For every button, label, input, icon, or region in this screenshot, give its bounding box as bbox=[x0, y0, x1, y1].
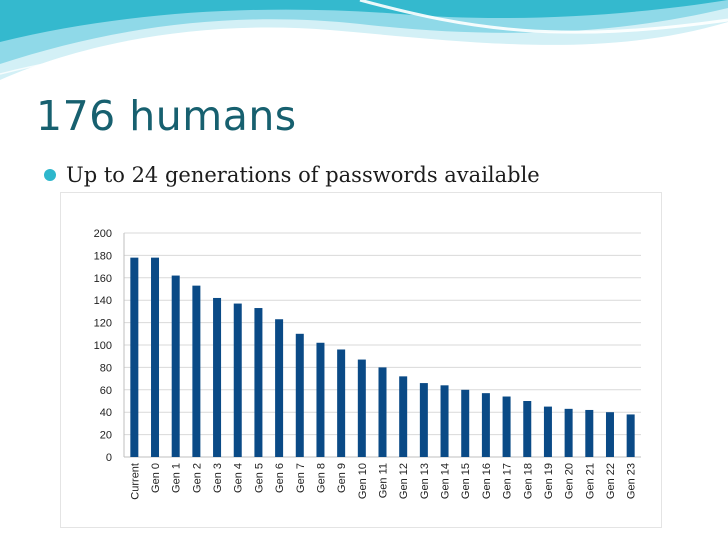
y-tick-label: 160 bbox=[94, 273, 112, 285]
wave-white-streak bbox=[359, 0, 728, 34]
x-tick-label: Gen 4 bbox=[233, 463, 245, 493]
y-tick-label: 80 bbox=[100, 362, 112, 374]
bar bbox=[440, 385, 449, 457]
bar bbox=[626, 414, 635, 457]
bar bbox=[502, 396, 511, 457]
x-tick-label: Gen 5 bbox=[253, 463, 265, 493]
header-wave-decoration bbox=[0, 0, 728, 80]
x-tick-label: Gen 16 bbox=[481, 463, 493, 499]
y-tick-label: 0 bbox=[106, 452, 112, 464]
bar bbox=[295, 333, 304, 457]
x-tick-label: Current bbox=[129, 463, 141, 500]
bullet-text: Up to 24 generations of passwords availa… bbox=[66, 163, 540, 187]
x-tick-label: Gen 19 bbox=[543, 463, 555, 499]
x-tick-label: Gen 6 bbox=[274, 463, 286, 493]
y-tick-label: 180 bbox=[94, 250, 112, 262]
bar bbox=[233, 303, 242, 457]
x-tick-label: Gen 17 bbox=[502, 463, 514, 499]
x-tick-label: Gen 15 bbox=[460, 463, 472, 499]
x-tick-label: Gen 11 bbox=[378, 463, 390, 498]
y-tick-label: 200 bbox=[94, 228, 112, 240]
bar bbox=[213, 297, 222, 457]
y-tick-label: 40 bbox=[100, 407, 112, 419]
wave-dark bbox=[0, 0, 728, 42]
y-tick-label: 60 bbox=[100, 385, 112, 397]
bar bbox=[481, 393, 490, 457]
bar bbox=[523, 401, 532, 457]
bar bbox=[605, 412, 614, 457]
x-tick-label: Gen 9 bbox=[336, 463, 348, 493]
y-tick-label: 120 bbox=[94, 318, 112, 330]
x-tick-label: Gen 14 bbox=[440, 463, 452, 499]
bar bbox=[337, 349, 346, 457]
wave-thin-line bbox=[0, 29, 728, 75]
x-tick-label: Gen 2 bbox=[191, 463, 203, 493]
bar bbox=[171, 275, 180, 457]
chart-frame: 0 20 40 60 80 100 120 140 160 180 200 Current Gen 0 G… bbox=[60, 192, 662, 528]
y-tick-label: 20 bbox=[100, 430, 112, 442]
bar bbox=[419, 383, 428, 457]
x-tick-label: Gen 13 bbox=[419, 463, 431, 499]
bar bbox=[357, 359, 366, 457]
y-tick-label: 100 bbox=[94, 340, 112, 352]
x-tick-label: Gen 12 bbox=[398, 463, 410, 499]
bar bbox=[585, 409, 594, 457]
x-tick-label: Gen 3 bbox=[212, 463, 224, 493]
bar bbox=[192, 285, 201, 457]
x-tick-label: Gen 20 bbox=[564, 463, 576, 499]
bar bbox=[461, 389, 470, 457]
x-tick-label: Gen 8 bbox=[315, 463, 327, 493]
bar bbox=[151, 257, 160, 457]
bar-chart: 0 20 40 60 80 100 120 140 160 180 200 Current Gen 0 G… bbox=[94, 228, 641, 500]
bar bbox=[543, 406, 552, 457]
x-tick-label: Gen 22 bbox=[605, 463, 617, 499]
bar bbox=[316, 342, 325, 457]
x-tick-label: Gen 0 bbox=[150, 463, 162, 493]
x-tick-label: Gen 1 bbox=[171, 463, 183, 493]
x-tick-label: Gen 23 bbox=[626, 463, 638, 499]
x-tick-label: Gen 18 bbox=[522, 463, 534, 499]
bullet-item: Up to 24 generations of passwords availa… bbox=[44, 160, 540, 190]
bar bbox=[564, 408, 573, 457]
bar bbox=[378, 367, 387, 457]
x-tick-label: Gen 10 bbox=[357, 463, 369, 499]
bar bbox=[399, 376, 408, 457]
y-tick-label: 140 bbox=[94, 295, 112, 307]
slide-title: 176 humans bbox=[36, 92, 297, 140]
bar bbox=[254, 308, 263, 457]
bullet-dot-icon bbox=[44, 169, 56, 181]
bar bbox=[275, 319, 284, 457]
x-tick-label: Gen 7 bbox=[295, 463, 307, 493]
x-tick-label: Gen 21 bbox=[584, 463, 596, 499]
bar bbox=[130, 257, 139, 457]
